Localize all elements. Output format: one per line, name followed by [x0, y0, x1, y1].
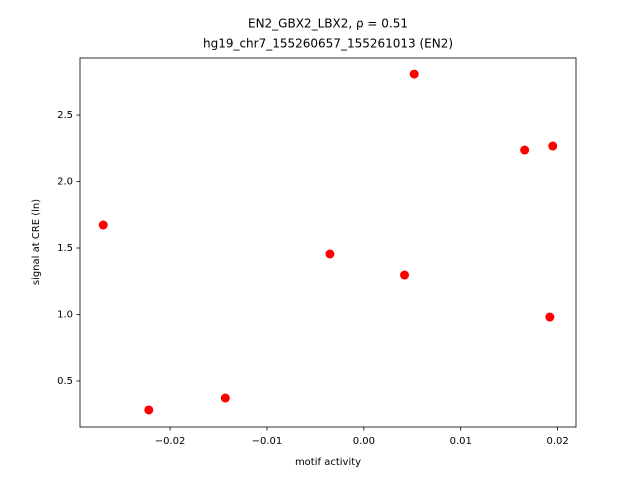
point [220, 393, 230, 403]
x-tick-label: 0.02 [546, 436, 568, 447]
chart-subtitle: hg19_chr7_155260657_155261013 (EN2) [203, 37, 453, 51]
point [520, 145, 530, 155]
y-tick-label: 1.0 [57, 310, 73, 321]
x-axis-label: motif activity [295, 457, 361, 468]
y-tick-label: 1.5 [57, 243, 73, 254]
point [545, 312, 555, 322]
x-tick-label: 0.01 [450, 436, 472, 447]
point [400, 270, 410, 280]
x-tick-label: −0.02 [155, 436, 186, 447]
y-axis-label: signal at CRE (ln) [31, 199, 42, 285]
point [98, 220, 108, 230]
point [144, 405, 154, 415]
point [548, 141, 558, 151]
chart-title: EN2_GBX2_LBX2, ρ = 0.51 [248, 17, 408, 31]
x-tick-label: −0.01 [252, 436, 283, 447]
point [325, 249, 335, 259]
x-tick-label: 0.00 [353, 436, 375, 447]
y-tick-label: 2.0 [57, 177, 73, 188]
plot-frame [79, 57, 577, 428]
point [409, 69, 419, 79]
y-tick-label: 2.5 [57, 110, 73, 121]
y-tick-label: 0.5 [57, 376, 73, 387]
